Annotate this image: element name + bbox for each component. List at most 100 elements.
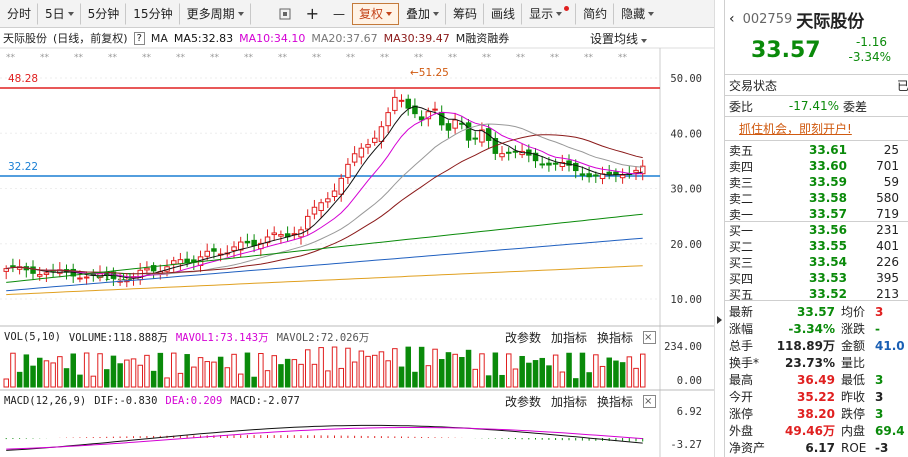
volume-bar [633, 367, 639, 388]
stat-label: 涨跌 [841, 322, 866, 336]
chevron-left-icon[interactable]: ‹ [729, 11, 735, 27]
volume-bar [37, 357, 43, 388]
volume-bar [385, 360, 391, 388]
volume-bar [465, 349, 472, 388]
more-periods-button[interactable]: 更多周期 [180, 2, 251, 25]
tab-5min[interactable]: 5分钟 [81, 2, 127, 25]
event-marker: ** [244, 53, 254, 63]
stat-value: 38.20 [797, 406, 835, 421]
volume-bar [298, 363, 304, 388]
sell-row[interactable]: 卖四 33.60 701 [725, 158, 908, 174]
tab-15min[interactable]: 15分钟 [126, 2, 180, 25]
close-icon: × [644, 331, 653, 343]
stat-row: 涨停 38.20 跌停 3 [725, 405, 908, 422]
kline-chart[interactable]: ** ** ** ** ** ** ** ** ** ** ** ** ** ** ** ** ** ** ** 50… [0, 0, 714, 457]
buy-row[interactable]: 买三 33.54 226 [725, 254, 908, 270]
macd-switch-indicator-button[interactable]: 换指标 [597, 394, 634, 409]
macd-tick-label: 6.92 [677, 406, 702, 418]
draw-line-button[interactable]: 画线 [484, 2, 523, 25]
low-label: ←14.11 [96, 272, 133, 283]
sell-row[interactable]: 卖五 33.61 25 [725, 142, 908, 158]
ma120-line [6, 237, 643, 292]
buy-row[interactable]: 买四 33.53 395 [725, 270, 908, 286]
candle-body [3, 268, 9, 272]
buy-row[interactable]: 买五 33.52 213 [725, 286, 908, 302]
order-ratio-label: 委比 [729, 99, 754, 114]
vol-close-button[interactable]: × [643, 330, 657, 344]
zoom-in-button[interactable]: + [299, 3, 326, 25]
sell-row[interactable]: 卖二 33.58 580 [725, 190, 908, 206]
adjust-button[interactable]: 复权 [352, 2, 400, 25]
simple-button[interactable]: 简约 [576, 2, 615, 25]
sell-label: 卖二 [729, 191, 754, 206]
more-periods-label: 更多周期 [186, 7, 235, 21]
event-marker: ** [516, 53, 526, 63]
candle-body [150, 265, 157, 272]
zoom-out-button[interactable]: — [326, 3, 352, 25]
stat-label: 外盘 [729, 424, 754, 438]
price-tick-label: 50.00 [670, 73, 702, 85]
sell-row[interactable]: 卖一 33.57 719 [725, 206, 908, 222]
price-tick-label: 40.00 [670, 128, 702, 140]
stat-label: ROE [841, 440, 867, 455]
mavol1-value: MAVOL1:73.143万 [175, 331, 269, 344]
margin-trading-label[interactable]: M融资融券 [455, 32, 510, 45]
vol-add-indicator-button[interactable]: 加指标 [551, 330, 588, 345]
status-label: 交易状态 [729, 78, 778, 93]
macd-close-button[interactable]: × [643, 394, 657, 408]
adjust-label: 复权 [359, 7, 384, 21]
tab-15min-label: 15分钟 [133, 7, 173, 21]
status-value: 已 [896, 78, 908, 93]
candle-body [278, 234, 284, 237]
vol-switch-indicator-button[interactable]: 换指标 [597, 330, 634, 345]
vol-tick-label: 234.00 [664, 341, 702, 353]
candle-body [331, 190, 338, 198]
chevron-down-icon [641, 39, 648, 43]
help-icon[interactable]: ? [133, 31, 145, 45]
buy-row[interactable]: 买二 33.55 401 [725, 238, 908, 254]
buy-row[interactable]: 买一 33.56 231 [725, 222, 908, 238]
macd-change-params-button[interactable]: 改参数 [505, 394, 542, 409]
peak-label: ←51.25 [410, 67, 449, 79]
overlay-button[interactable]: 叠加 [399, 2, 447, 25]
volume-bar [211, 361, 217, 388]
price-change-pct: -3.34% [848, 50, 891, 64]
order-ratio-value: -17.41% [788, 99, 839, 113]
open-account-link[interactable]: 抓住机会，即刻开户! [739, 121, 852, 136]
tab-5day[interactable]: 5日 [38, 2, 81, 25]
volume-bar [439, 359, 445, 388]
tab-intraday[interactable]: 分时 [0, 2, 39, 25]
volume-bar [358, 350, 365, 388]
panel-collapse-handle[interactable] [714, 0, 724, 457]
hide-button[interactable]: 隐藏 [614, 3, 661, 25]
vol-change-params-button[interactable]: 改参数 [505, 330, 542, 345]
volume-bar [499, 374, 505, 388]
macd-add-indicator-button[interactable]: 加指标 [551, 394, 588, 409]
ma10-line [6, 111, 643, 278]
display-button[interactable]: 显示 [522, 2, 577, 25]
candle-body [613, 171, 619, 175]
volume-bar [305, 349, 311, 388]
volume-bar [124, 359, 130, 388]
stat-value: 3 [875, 406, 884, 421]
promo-row[interactable]: 抓住机会，即刻开户! [725, 118, 908, 138]
dea-line [6, 427, 643, 450]
sell-row[interactable]: 卖三 33.59 59 [725, 174, 908, 190]
candle-body [573, 162, 579, 172]
candle-body [305, 215, 311, 230]
candle-body [37, 274, 43, 277]
candle-body [539, 163, 545, 166]
ma-settings-button[interactable]: 设置均线 [590, 30, 648, 47]
volume-bar [90, 375, 97, 388]
volume-bar [392, 348, 398, 388]
stat-label: 涨幅 [729, 322, 754, 336]
close-icon: × [644, 395, 653, 407]
volume-bar [626, 356, 633, 388]
event-marker: ** [74, 53, 84, 63]
volume-bar [50, 362, 56, 388]
volume-bar [559, 371, 566, 388]
candle-body [77, 277, 83, 280]
chips-button[interactable]: 筹码 [446, 2, 485, 25]
restore-button[interactable] [271, 3, 299, 25]
candle-body [398, 99, 405, 102]
